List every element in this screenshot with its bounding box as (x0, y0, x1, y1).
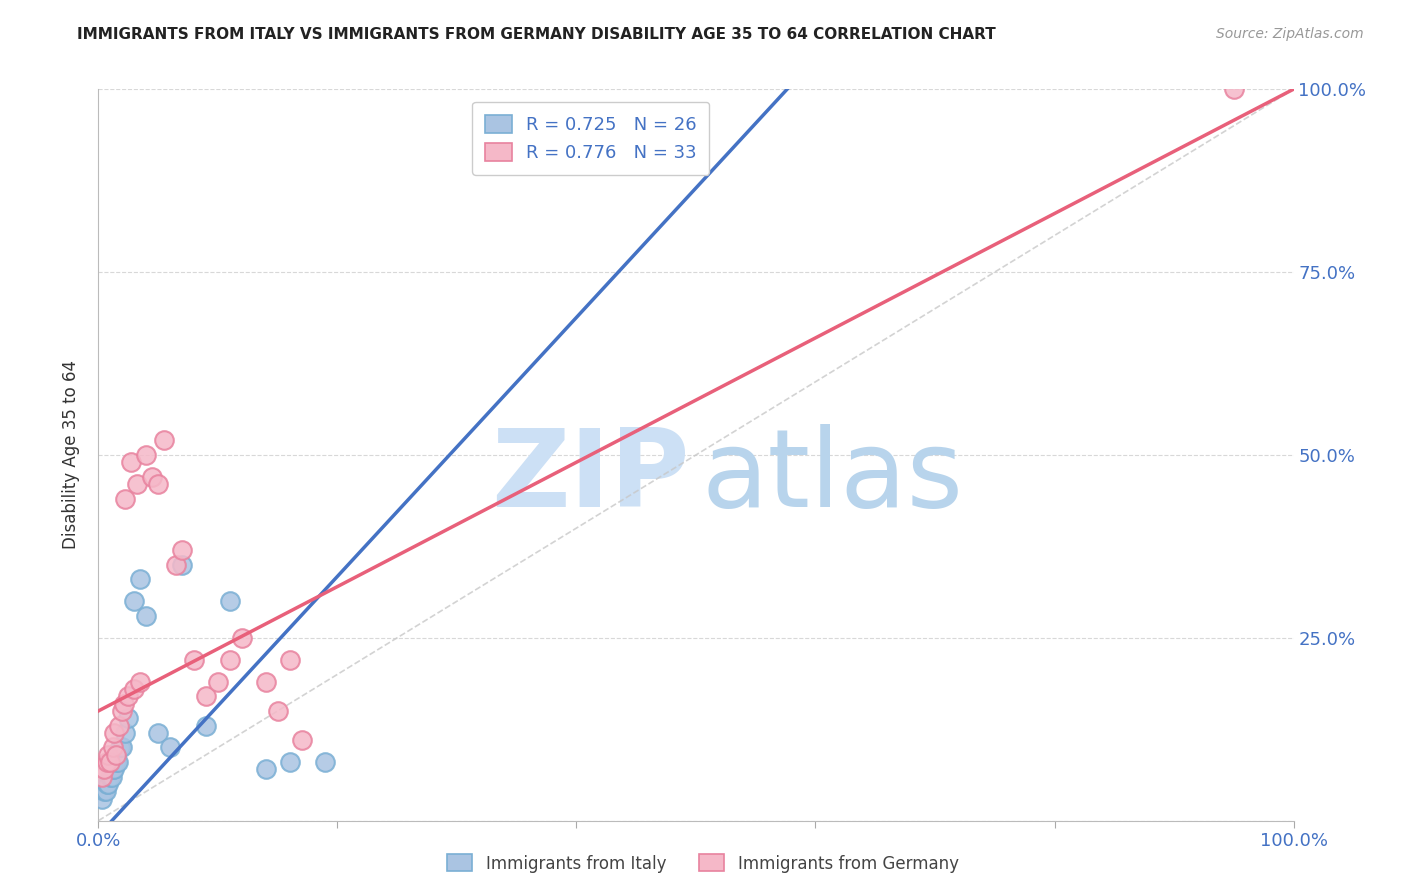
Point (135, 608, 157, 623)
Point (195, 690, 218, 704)
Point (107, 755, 129, 769)
Point (125, 477, 148, 491)
Point (120, 455, 142, 469)
Point (94, 784, 117, 798)
Point (107, 718, 129, 732)
Point (129, 572, 152, 586)
Point (93, 784, 115, 798)
Point (91, 791, 114, 805)
Point (108, 740, 131, 755)
Point (1223, 82, 1246, 96)
Point (129, 674, 152, 689)
Point (114, 491, 136, 506)
Point (100, 770, 122, 784)
Point (195, 718, 218, 732)
Point (254, 674, 277, 689)
Point (153, 434, 176, 448)
Point (96, 755, 118, 769)
Point (315, 755, 337, 769)
Point (267, 704, 290, 718)
Y-axis label: Disability Age 35 to 64: Disability Age 35 to 64 (62, 360, 80, 549)
Legend: R = 0.725   N = 26, R = 0.776   N = 33: R = 0.725 N = 26, R = 0.776 N = 33 (472, 102, 710, 175)
Point (231, 631, 253, 645)
Point (117, 690, 139, 704)
Point (148, 477, 170, 491)
Point (111, 740, 134, 755)
Point (98, 770, 122, 784)
Point (117, 711, 139, 725)
Point (124, 681, 146, 696)
Point (103, 726, 125, 740)
Point (98, 755, 122, 769)
Point (291, 733, 314, 747)
Text: IMMIGRANTS FROM ITALY VS IMMIGRANTS FROM GERMANY DISABILITY AGE 35 TO 64 CORRELA: IMMIGRANTS FROM ITALY VS IMMIGRANTS FROM… (77, 27, 995, 42)
Point (91, 770, 114, 784)
Point (135, 448, 157, 462)
Point (112, 697, 135, 711)
Point (172, 558, 194, 572)
Point (148, 726, 170, 740)
Point (97, 747, 120, 762)
Point (124, 594, 146, 608)
Legend: Immigrants from Italy, Immigrants from Germany: Immigrants from Italy, Immigrants from G… (440, 847, 966, 880)
Point (183, 653, 205, 667)
Point (101, 763, 124, 777)
Point (207, 674, 229, 689)
Point (111, 704, 134, 718)
Point (103, 763, 125, 777)
Point (96, 777, 118, 791)
Point (114, 726, 136, 740)
Point (105, 755, 128, 769)
Text: Source: ZipAtlas.com: Source: ZipAtlas.com (1216, 27, 1364, 41)
Point (219, 594, 242, 608)
Text: atlas: atlas (702, 424, 965, 530)
Point (159, 740, 181, 755)
Point (254, 763, 277, 777)
Point (219, 653, 242, 667)
Point (97, 777, 120, 791)
Text: ZIP: ZIP (492, 424, 690, 530)
Point (172, 543, 194, 558)
Point (93, 763, 115, 777)
Point (101, 740, 124, 755)
Point (165, 558, 187, 572)
Point (278, 755, 301, 769)
Point (141, 470, 163, 484)
Point (278, 653, 301, 667)
Point (105, 747, 128, 762)
